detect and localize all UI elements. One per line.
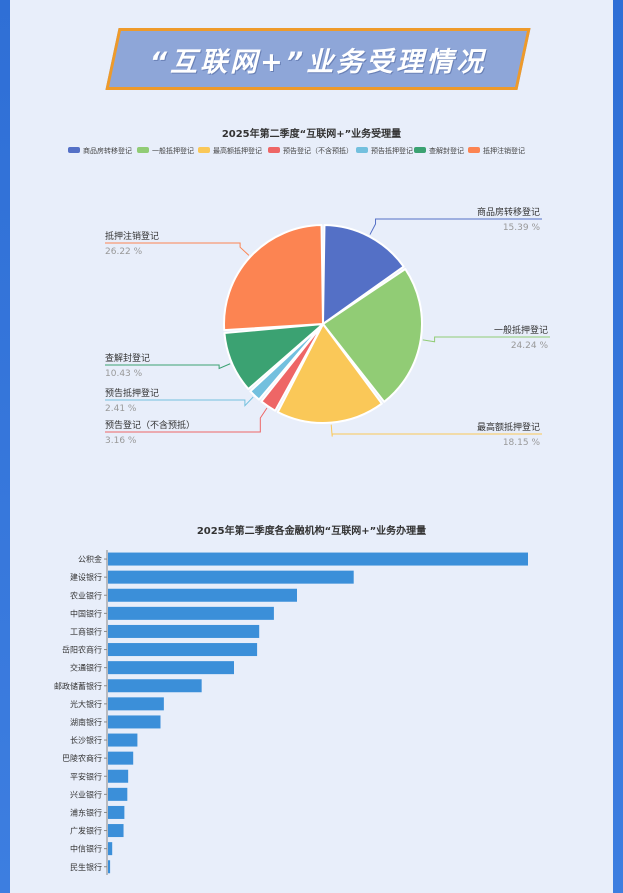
bar-3 <box>108 606 274 620</box>
bar-category-label-11: 巴陵农商行 <box>62 753 102 763</box>
pie-label-5: 查解封登记 <box>105 352 150 364</box>
legend-swatch-6 <box>468 147 480 153</box>
bar-15 <box>108 824 124 838</box>
bar-chart-title: 2025年第二季度各金融机构“互联网+”业务办理量 <box>196 526 427 537</box>
bar-category-label-14: 浦东银行 <box>70 807 102 817</box>
bar-0 <box>108 552 528 566</box>
bar-category-label-1: 建设银行 <box>70 572 102 582</box>
legend-swatch-0 <box>68 147 80 153</box>
legend-swatch-1 <box>137 147 149 153</box>
bar-16 <box>108 842 113 856</box>
bar-chart: 公积金建设银行农业银行中国银行工商银行岳阳农商行交通银行邮政储蓄银行光大银行湖南… <box>54 550 528 875</box>
bar-category-label-17: 民生银行 <box>70 862 102 872</box>
pie-leader-line-3 <box>105 407 268 433</box>
pie-leader-line-0 <box>369 218 542 235</box>
left-border <box>0 0 10 893</box>
pie-percent-4: 2.41 % <box>105 404 137 414</box>
pie-slice-4 <box>249 323 324 401</box>
pie-slice-5 <box>223 323 324 391</box>
bar-category-label-10: 长沙银行 <box>70 735 102 745</box>
pie-percent-3: 3.16 % <box>105 436 137 446</box>
title-banner: “互联网+”业务受理情况 <box>105 28 531 90</box>
pie-chart: 商品房转移登记 一般抵押登记 最高额抵押登记 预告登记（不含预抵） 预告抵押登记 查解封登… <box>68 146 550 448</box>
bar-category-label-16: 中信银行 <box>70 844 102 854</box>
pie-percent-1: 24.24 % <box>511 341 549 351</box>
legend-label-3: 预告登记（不含预抵） <box>283 146 353 155</box>
legend-swatch-5 <box>414 147 426 153</box>
bar-12 <box>108 769 129 783</box>
legend-label-2: 最高额抵押登记 <box>213 146 262 155</box>
bar-7 <box>108 679 202 693</box>
bar-category-label-3: 中国银行 <box>70 608 102 618</box>
pie-percent-0: 15.39 % <box>503 223 541 233</box>
bar-17 <box>108 860 111 874</box>
bar-4 <box>108 624 260 638</box>
bar-5 <box>108 643 258 657</box>
pie-label-2: 最高额抵押登记 <box>477 421 540 433</box>
legend-label-4: 预告抵押登记 <box>371 146 413 155</box>
pie-slice-2 <box>276 323 383 424</box>
pie-slice-6 <box>223 224 324 332</box>
bar-11 <box>108 751 134 765</box>
legend-swatch-3 <box>268 147 280 153</box>
bar-2 <box>108 588 297 602</box>
legend-label-1: 一般抵押登记 <box>152 146 194 155</box>
bar-category-label-13: 兴业银行 <box>70 789 102 799</box>
pie-percent-6: 26.22 % <box>105 247 143 257</box>
page-title: “互联网+”业务受理情况 <box>149 46 487 78</box>
bar-1 <box>108 570 354 584</box>
bar-category-label-2: 农业银行 <box>70 590 102 600</box>
pie-label-4: 预告抵押登记 <box>105 387 159 399</box>
legend-label-0: 商品房转移登记 <box>83 146 132 155</box>
bar-category-label-9: 湖南银行 <box>70 717 102 727</box>
bar-6 <box>108 661 234 675</box>
legend-swatch-4 <box>356 147 368 153</box>
pie-leader-line-1 <box>422 336 550 343</box>
pie-leader-line-6 <box>105 242 250 256</box>
bar-category-label-15: 广发银行 <box>70 826 102 836</box>
pie-label-1: 一般抵押登记 <box>494 324 548 336</box>
bar-category-label-8: 光大银行 <box>70 699 102 709</box>
pie-percent-2: 18.15 % <box>503 438 541 448</box>
bar-category-label-4: 工商银行 <box>70 626 102 636</box>
pie-chart-title: 2025年第二季度“互联网+”业务受理量 <box>221 129 402 140</box>
legend-label-5: 查解封登记 <box>429 146 464 155</box>
pie-label-3: 预告登记（不含预抵） <box>105 419 195 431</box>
pie-slice-0 <box>322 224 405 325</box>
right-border <box>613 0 623 893</box>
pie-slice-3 <box>260 323 324 412</box>
pie-label-0: 商品房转移登记 <box>477 206 540 218</box>
bar-category-label-5: 岳阳农商行 <box>62 645 102 655</box>
bar-category-label-12: 平安银行 <box>70 771 102 781</box>
bar-10 <box>108 733 138 747</box>
pie-leader-line-4 <box>105 396 254 407</box>
pie-leader-line-5 <box>105 363 231 370</box>
bar-8 <box>108 697 164 711</box>
bar-category-label-6: 交通银行 <box>70 663 102 673</box>
bar-category-label-7: 邮政储蓄银行 <box>54 681 102 691</box>
pie-leader-line-2 <box>330 424 542 437</box>
bar-14 <box>108 805 125 819</box>
bar-13 <box>108 787 128 801</box>
pie-slice-1 <box>322 268 423 403</box>
pie-label-6: 抵押注销登记 <box>105 230 159 242</box>
bar-9 <box>108 715 161 729</box>
pie-percent-5: 10.43 % <box>105 369 143 379</box>
bar-category-label-0: 公积金 <box>78 554 102 564</box>
legend-swatch-2 <box>198 147 210 153</box>
legend-label-6: 抵押注销登记 <box>483 146 525 155</box>
